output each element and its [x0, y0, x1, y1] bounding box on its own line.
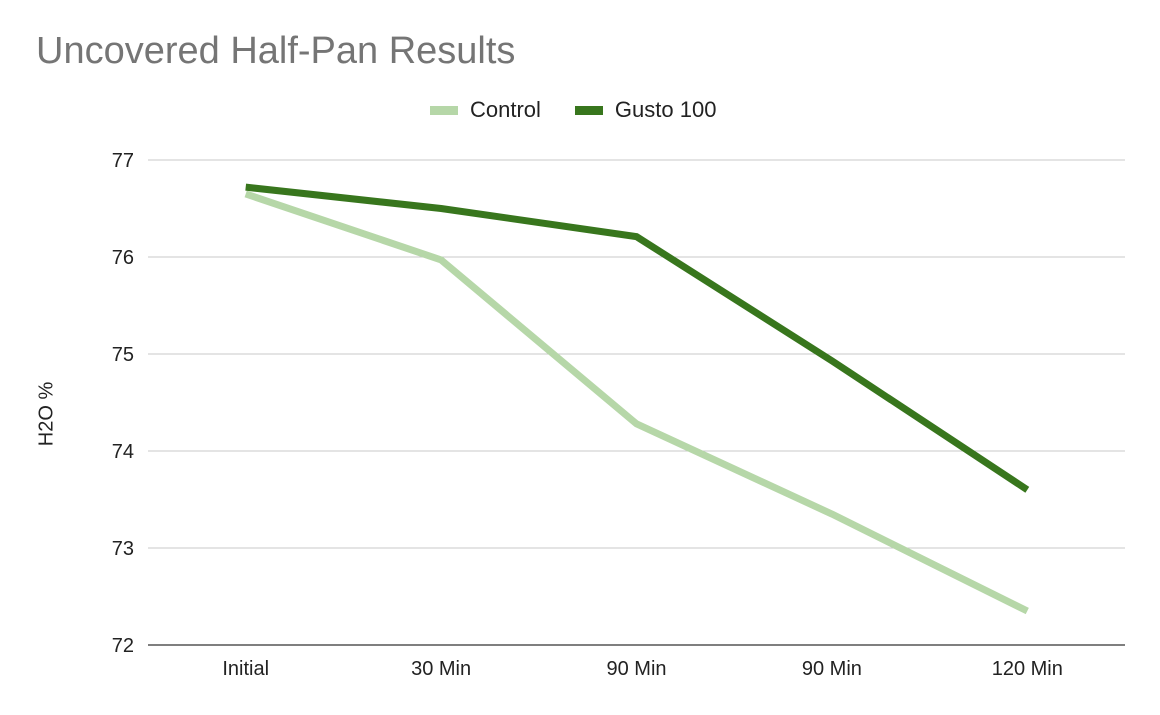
x-tick-label-2: 30 Min	[411, 658, 471, 680]
legend-swatch-control	[430, 105, 458, 115]
y-tick-label-77: 77	[112, 150, 134, 172]
y-tick-label-75: 75	[112, 344, 134, 366]
y-tick-label-76: 76	[112, 247, 134, 269]
legend-item-control: Control	[430, 97, 541, 123]
legend-label-control: Control	[470, 97, 541, 122]
y-tick-label-74: 74	[112, 441, 134, 463]
legend-label-gusto-100: Gusto 100	[614, 97, 717, 122]
x-tick-label-3: 90 Min	[606, 658, 666, 680]
x-tick-label-1: Initial	[222, 658, 269, 680]
y-tick-label-72: 72	[112, 635, 134, 657]
legend: Control Gusto 100	[430, 97, 750, 123]
legend-item-gusto-100: Gusto 100	[574, 97, 717, 123]
x-tick-label-4: 90 Min	[802, 658, 862, 680]
chart-title: Uncovered Half-Pan Results	[36, 30, 516, 72]
legend-swatch-gusto-100	[574, 105, 603, 115]
y-tick-label-73: 73	[112, 538, 134, 560]
x-tick-label-5: 120 Min	[992, 658, 1063, 680]
